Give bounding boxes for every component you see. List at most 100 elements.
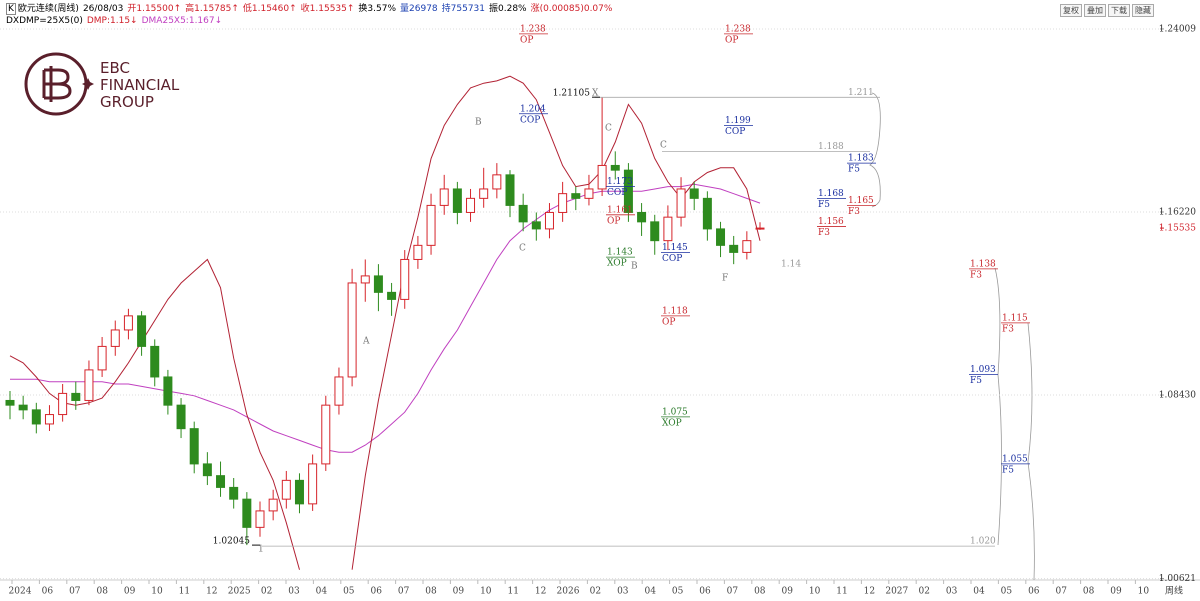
x-tick-label: 09 [124, 587, 136, 597]
candle-body [479, 188, 489, 199]
wave-letter: F [722, 274, 728, 284]
x-tick-label: 06 [370, 587, 382, 597]
x-tick-label: 09 [781, 587, 793, 597]
x-tick-label: 04 [316, 587, 328, 597]
candle-body [663, 216, 673, 242]
quote-item: 开1.15500↑ [127, 4, 182, 14]
x-tick-label: 05 [1001, 587, 1013, 597]
annotation-tag: COP [662, 254, 682, 264]
annotation-value: 1.204 [520, 104, 546, 114]
quote-item: 低1.15460↑ [242, 4, 297, 14]
annotation-value: 1.093 [970, 365, 996, 375]
candle-body [610, 164, 620, 171]
level-label: 1.211 [848, 88, 874, 98]
x-tick-label: 04 [973, 587, 985, 597]
candle-body [544, 211, 554, 230]
x-tick-label: 11 [836, 587, 847, 597]
x-tick-label: 2024 [9, 587, 32, 597]
candle-body [742, 240, 752, 253]
x-tick-label: 06 [699, 587, 711, 597]
x-tick-label: 03 [946, 587, 958, 597]
candle-body [400, 258, 410, 300]
indicator-item: DMP:1.15↓ [86, 16, 138, 26]
wave-letter: X [592, 89, 599, 99]
candle-body [163, 376, 173, 406]
x-tick-label: 02 [590, 587, 601, 597]
x-tick-label: 10 [151, 587, 163, 597]
candle-body [242, 498, 252, 528]
x-tick-label: 04 [644, 587, 656, 597]
x-tick-label: 12 [864, 587, 875, 597]
extreme-label: 1.02045 [213, 537, 250, 547]
logo-mark [24, 52, 94, 116]
candle-body [321, 404, 331, 465]
level-label: 1.020 [970, 537, 996, 547]
annotation-tag: F5 [848, 165, 860, 175]
bracket [994, 267, 1002, 546]
x-tick-label: 09 [1110, 587, 1122, 597]
annotation-value: 1.168 [818, 189, 844, 199]
annotation-tag: XOP [607, 259, 627, 269]
annotation-tag: COP [725, 127, 745, 137]
wave-letter: B [631, 262, 638, 272]
title: 欧元连续(周线) [17, 4, 79, 14]
candle-body [294, 479, 304, 505]
annotation-value: 1.156 [818, 217, 844, 227]
x-tick-label: 07 [1055, 587, 1067, 597]
annotation-value: 1.055 [1002, 454, 1028, 464]
x-tick-label: 07 [69, 587, 81, 597]
candle-body [202, 463, 212, 477]
logo-text: GROUP [100, 93, 154, 111]
logo-star [82, 78, 94, 90]
toolbar-button[interactable]: 叠加 [1084, 4, 1106, 17]
x-tick-label: 08 [96, 587, 108, 597]
annotation-tag: F5 [970, 376, 982, 386]
x-tick-label: 10 [809, 587, 821, 597]
candle-body [229, 486, 239, 500]
candle-body [518, 204, 528, 223]
x-tick-label: 08 [425, 587, 437, 597]
indicator-line: DXDMP=25X5(0) DMP:1.15↓ DMA25X5:1.167↓ [6, 15, 616, 27]
wave-letter: A [362, 337, 370, 347]
toolbar-button[interactable]: 隐藏 [1132, 4, 1154, 17]
candle-body [31, 409, 41, 425]
candle-body [466, 197, 476, 213]
wave-letter: C [660, 141, 667, 151]
quote-item: 涨(0.00085)0.07% [530, 4, 613, 14]
wave-letter: C [605, 124, 612, 134]
wave-letter: 1 [258, 545, 264, 555]
annotation-tag: F3 [970, 270, 982, 280]
candle-body [755, 227, 765, 230]
level-label: 1.188 [818, 142, 844, 152]
y-tick-label: 1.24009 [1159, 24, 1196, 34]
x-tick-label: 06 [1028, 587, 1040, 597]
candle-body [650, 221, 660, 242]
x-tick-label: 11 [179, 587, 190, 597]
candle-body [729, 244, 739, 253]
toolbar: 复权 叠加 下载 隐藏 [1060, 4, 1154, 17]
candle-body [176, 404, 186, 430]
candle-body [571, 193, 581, 199]
annotation-tag: F3 [818, 228, 830, 238]
candle-body [189, 428, 199, 465]
x-tick-label: 2027 [885, 587, 908, 597]
annotation-tag: COP [607, 188, 627, 198]
annotation-value: 1.118 [662, 306, 688, 316]
annotation-tag: OP [662, 317, 675, 327]
toolbar-button[interactable]: 复权 [1060, 4, 1082, 17]
candle-body [123, 315, 133, 331]
candle-body [413, 244, 423, 260]
level-label: 1.14 [781, 260, 801, 270]
toolbar-button[interactable]: 下载 [1108, 4, 1130, 17]
candle-body [373, 275, 383, 293]
x-axis-label: 周线 [1165, 585, 1183, 597]
candle-body [492, 174, 502, 190]
annotation-value: 1.238 [725, 24, 751, 34]
quote-item: 高1.15785↑ [185, 4, 239, 14]
candle-body [676, 188, 686, 218]
candle-body [452, 188, 462, 213]
x-tick-label: 07 [398, 587, 410, 597]
candle-body [439, 188, 449, 206]
